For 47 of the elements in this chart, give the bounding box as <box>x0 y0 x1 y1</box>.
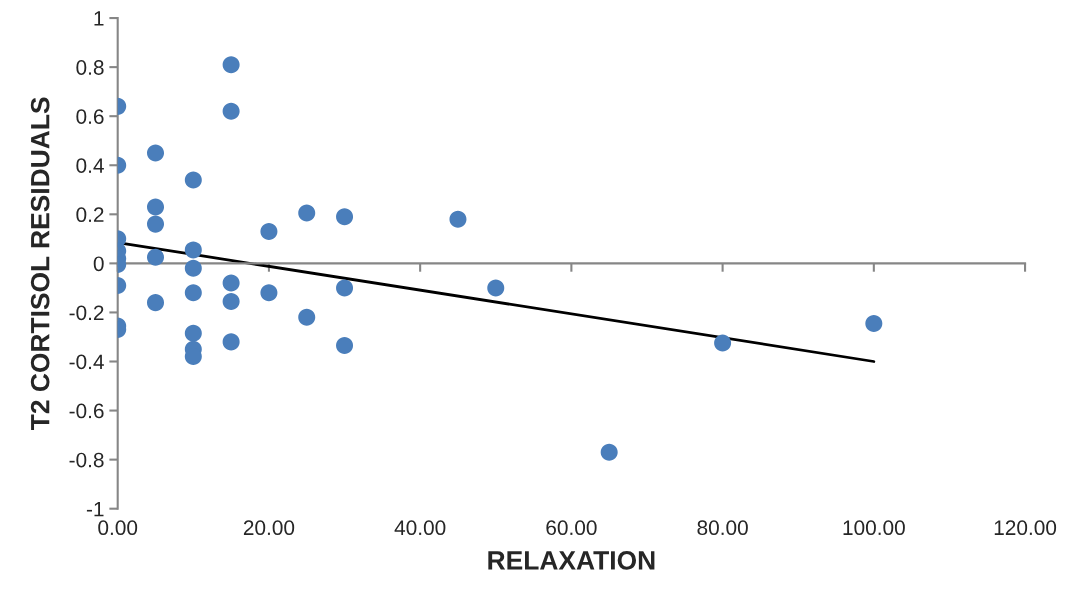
point <box>714 334 732 352</box>
x-tick-label: 120.00 <box>994 520 1057 536</box>
point <box>298 204 316 222</box>
y-tick-label: 0.2 <box>76 207 104 223</box>
point <box>184 259 202 277</box>
y-tick-label: 1 <box>94 11 104 26</box>
point <box>222 333 240 351</box>
y-tick-label: 0.4 <box>76 158 104 173</box>
point <box>222 102 240 120</box>
point <box>298 308 316 326</box>
point <box>600 443 618 461</box>
y-tick-label: -0.8 <box>69 452 104 468</box>
point <box>260 284 278 302</box>
y-tick-label: -0.6 <box>69 403 104 419</box>
point <box>147 144 165 162</box>
point <box>260 222 278 240</box>
y-tick-label: -0.4 <box>69 354 104 370</box>
point <box>184 284 202 302</box>
point <box>147 198 165 216</box>
y-tick-label: 0.6 <box>76 109 104 124</box>
x-tick-label: 60.00 <box>546 520 597 536</box>
x-tick-label: 0.00 <box>98 520 138 536</box>
y-tick-label: -1 <box>86 501 104 517</box>
x-tick-label: 100.00 <box>843 520 905 536</box>
point <box>449 210 467 228</box>
point <box>222 56 240 74</box>
point <box>184 241 202 259</box>
point <box>336 279 354 297</box>
point <box>222 292 240 310</box>
point <box>147 215 165 233</box>
point <box>336 208 354 226</box>
y-tick-label: 0 <box>93 256 104 272</box>
point <box>184 324 202 342</box>
point <box>487 279 505 297</box>
point <box>865 314 883 332</box>
y-axis-title: T2 CORTISOL RESIDUALS <box>30 97 50 430</box>
y-tick-label: -0.2 <box>69 305 104 321</box>
point <box>222 274 240 292</box>
point <box>147 294 165 312</box>
x-tick-label: 80.00 <box>697 520 748 536</box>
point <box>336 337 354 355</box>
point <box>184 171 202 189</box>
x-tick-label: 40.00 <box>394 520 446 536</box>
y-tick-label: 0.8 <box>76 60 104 75</box>
x-tick-label: 20.00 <box>243 520 295 536</box>
point <box>147 248 165 266</box>
x-axis-title: RELAXATION <box>488 551 655 570</box>
